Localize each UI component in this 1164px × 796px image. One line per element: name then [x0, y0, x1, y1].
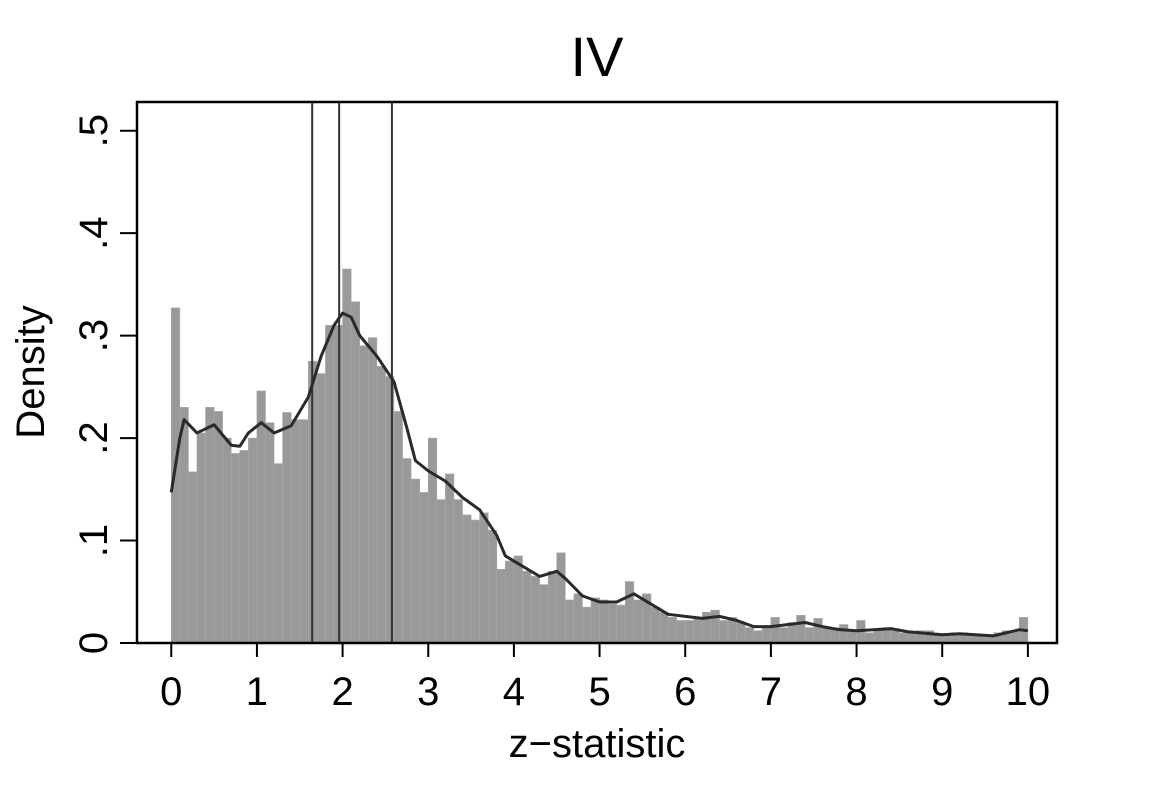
x-tick-label: 7: [760, 670, 782, 714]
bar: [505, 560, 515, 644]
bar: [821, 627, 832, 644]
bar: [762, 627, 772, 644]
bar: [719, 620, 729, 644]
x-tick-label: 5: [588, 670, 610, 714]
bar: [813, 618, 823, 644]
bar: [693, 617, 703, 644]
bar: [230, 453, 241, 644]
bar: [342, 268, 352, 644]
y-tick-label: .4: [72, 216, 116, 249]
bar: [393, 411, 403, 644]
bar: [573, 593, 583, 644]
x-axis-label: z−statistic: [509, 722, 686, 766]
bar: [453, 499, 463, 644]
bar: [445, 473, 455, 644]
bar: [899, 632, 909, 644]
bar: [890, 630, 900, 644]
x-tick-label: 0: [160, 670, 182, 714]
x-tick-label: 3: [417, 670, 439, 714]
bar: [779, 627, 789, 644]
bar: [770, 617, 780, 644]
bar: [427, 437, 438, 644]
bar: [299, 419, 309, 644]
bar: [239, 450, 249, 644]
bar: [179, 407, 189, 644]
bar: [436, 499, 446, 644]
bar: [744, 627, 755, 644]
bar: [350, 301, 361, 644]
bar: [410, 478, 420, 644]
bar: [376, 366, 386, 644]
y-tick-label: .3: [72, 319, 116, 352]
bar: [633, 599, 643, 644]
bar: [582, 606, 592, 644]
bar: [290, 419, 301, 644]
bar: [607, 603, 618, 644]
x-tick-label: 9: [931, 670, 953, 714]
bar: [907, 632, 917, 644]
bar: [839, 624, 849, 644]
bar: [402, 458, 412, 644]
bar: [530, 576, 540, 644]
bar: [367, 337, 378, 644]
y-tick-label: .2: [72, 421, 116, 454]
x-tick-label: 2: [331, 670, 353, 714]
y-tick-label: .5: [72, 114, 116, 147]
bar: [222, 437, 232, 644]
bar: [547, 570, 558, 644]
bar: [462, 514, 472, 644]
bar: [196, 432, 206, 644]
x-tick-label: 10: [1006, 670, 1051, 714]
bar: [736, 622, 746, 644]
bar: [479, 512, 489, 644]
bar: [522, 570, 532, 644]
bar: [667, 617, 677, 644]
y-axis-label: Density: [9, 305, 53, 438]
bar: [316, 373, 326, 644]
bar: [684, 620, 695, 644]
bar: [256, 390, 266, 644]
bar: [248, 437, 258, 644]
x-tick-label: 1: [246, 670, 268, 714]
bar: [650, 606, 660, 644]
bar: [487, 529, 498, 644]
density-line: [169, 311, 1029, 638]
bar: [624, 581, 635, 644]
bar: [205, 407, 215, 644]
bar: [753, 630, 763, 644]
bar: [470, 519, 480, 644]
y-tick-label: .1: [72, 524, 116, 557]
bar: [659, 611, 669, 644]
bar: [676, 620, 686, 644]
bar: [804, 627, 815, 644]
chart-title: IV: [571, 25, 625, 88]
bar: [265, 422, 275, 644]
bar: [419, 492, 429, 644]
bar: [616, 604, 626, 644]
bar: [864, 632, 874, 644]
bar: [556, 552, 566, 644]
bar: [273, 463, 283, 644]
bar: [282, 412, 292, 644]
bar: [565, 599, 575, 644]
bar: [847, 630, 857, 644]
bar: [873, 630, 883, 644]
bar: [796, 615, 806, 644]
y-tick-label: 0: [72, 632, 116, 654]
plot-frame: [135, 100, 1059, 645]
bar: [513, 555, 523, 644]
x-tick-label: 6: [674, 670, 696, 714]
bar: [325, 325, 335, 644]
bar: [188, 471, 198, 644]
bar: [590, 597, 600, 644]
x-tick-label: 8: [845, 670, 867, 714]
bar: [599, 599, 609, 644]
bar: [539, 584, 549, 644]
bar: [213, 411, 223, 644]
bar: [359, 345, 369, 644]
x-tick-label: 4: [503, 670, 525, 714]
bar: [496, 568, 506, 644]
